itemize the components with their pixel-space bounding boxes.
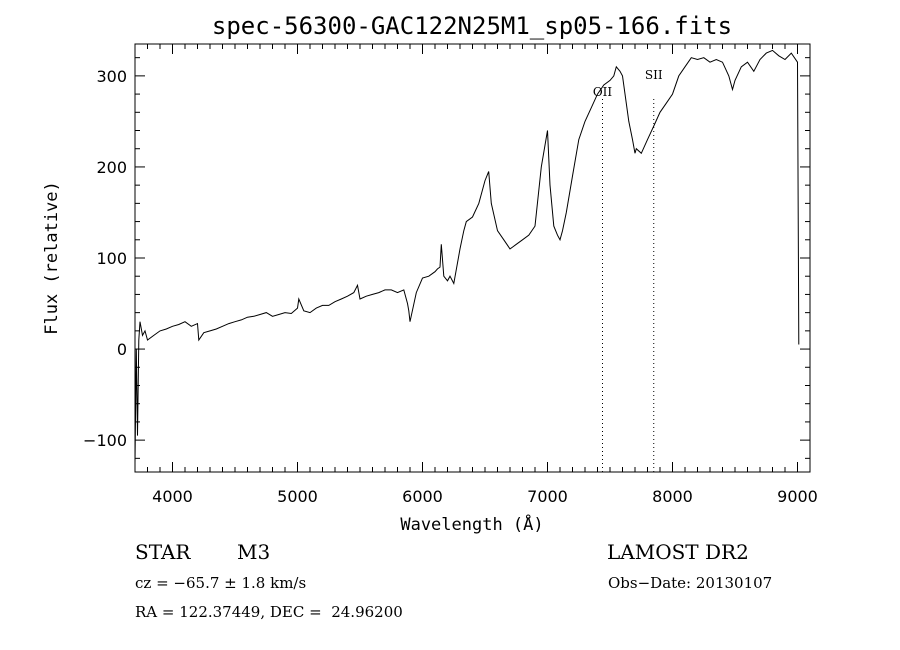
- x-axis-label: Wavelength (Å): [400, 513, 543, 535]
- x-tick-label: 6000: [402, 487, 443, 506]
- line-annotations: OII SII: [593, 68, 663, 472]
- object-class: STAR: [135, 540, 191, 564]
- redshift-velocity: cz = −65.7 ± 1.8 km/s: [135, 574, 307, 592]
- object-subclass: M3: [237, 540, 271, 564]
- x-tick-label: 7000: [527, 487, 568, 506]
- y-tick-label: 0: [117, 340, 127, 359]
- survey-name: LAMOST DR2: [607, 540, 749, 564]
- spectrum-series-line: [134, 49, 800, 463]
- coordinates: RA = 122.37449, DEC = 24.96200: [135, 603, 403, 621]
- axes: 4000 5000 6000 7000 8000 9000 −100 0 100 200 300: [83, 43, 818, 506]
- annotation-label: SII: [645, 68, 663, 82]
- y-tick-label: 200: [96, 158, 127, 177]
- y-tick-label: −100: [83, 431, 127, 450]
- y-tick-label: 100: [96, 249, 127, 268]
- y-tick-label: 300: [96, 67, 127, 86]
- x-tick-label: 4000: [152, 487, 193, 506]
- x-tick-label: 9000: [777, 487, 818, 506]
- chart-title: spec-56300-GAC122N25M1_sp05-166.fits: [212, 12, 732, 40]
- observation-date: Obs−Date: 20130107: [608, 574, 773, 592]
- x-tick-label: 5000: [277, 487, 318, 506]
- annotation-label: OII: [593, 85, 613, 99]
- x-tick-label: 8000: [652, 487, 693, 506]
- plot-frame: [134, 43, 811, 473]
- y-axis-label: Flux (relative): [42, 181, 62, 335]
